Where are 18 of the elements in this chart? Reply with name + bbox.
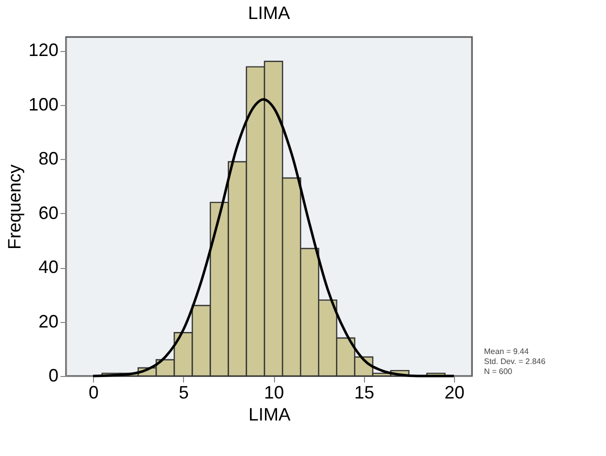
- x-tick-label: 0: [88, 382, 99, 402]
- x-tick-label: 10: [264, 382, 284, 402]
- x-tick-label: 15: [354, 382, 374, 402]
- x-tick-label: 20: [444, 382, 464, 402]
- text: Std. Dev. = 2.846: [484, 357, 546, 366]
- y-tick-label: 20: [38, 311, 58, 332]
- chart-title: LIMA: [248, 3, 290, 23]
- x-tick-label: 5: [178, 382, 189, 402]
- y-tick-label: 120: [28, 40, 58, 60]
- y-tick-label: 60: [38, 202, 58, 223]
- y-tick-label: 40: [38, 257, 58, 278]
- y-axis-title: Frequency: [4, 164, 24, 250]
- y-tick-label: 0: [48, 366, 58, 386]
- text: Mean = 9.44: [484, 347, 530, 356]
- y-tick-label: 100: [28, 94, 58, 114]
- text: N = 600: [484, 367, 513, 376]
- x-axis-title: LIMA: [248, 404, 291, 424]
- y-tick-label: 80: [38, 148, 58, 169]
